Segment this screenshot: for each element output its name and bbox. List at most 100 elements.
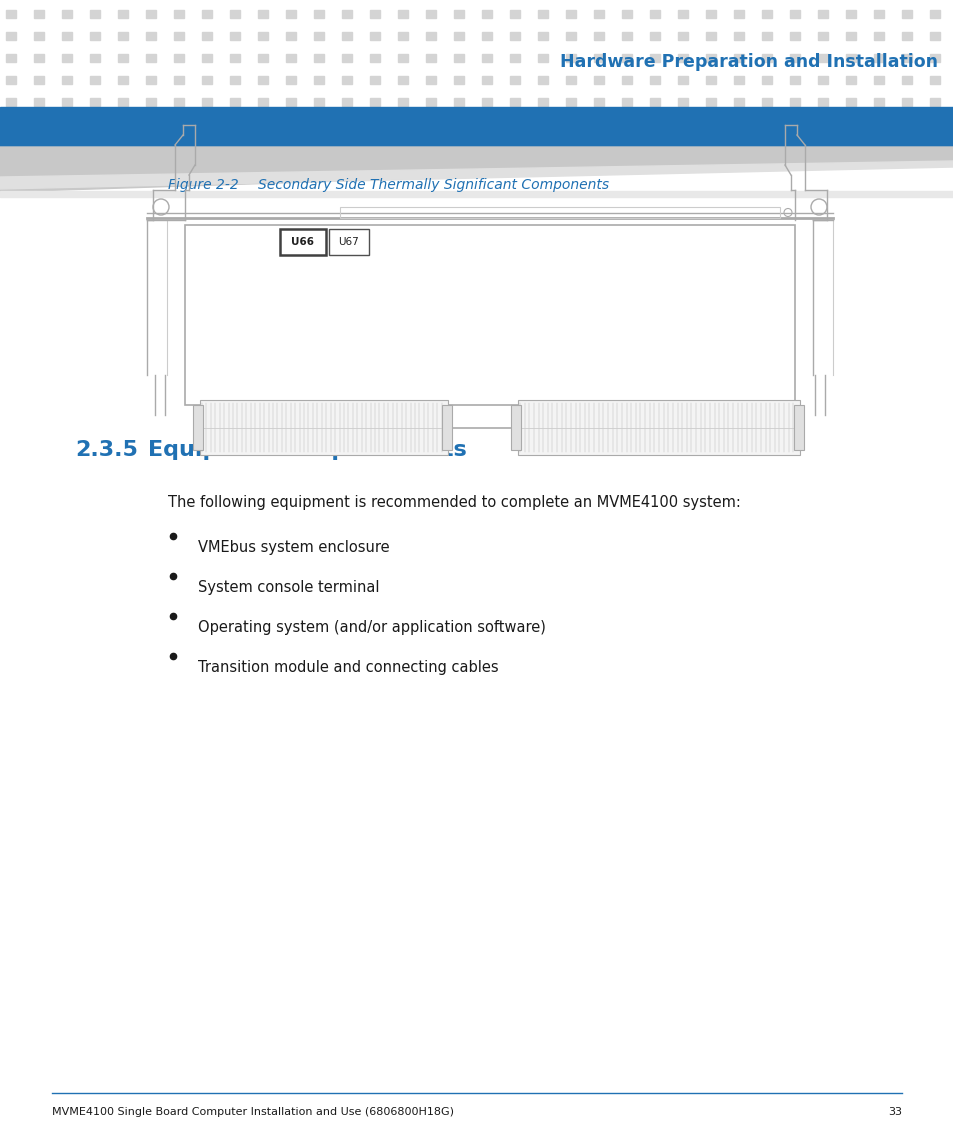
Bar xyxy=(314,120,324,128)
Bar xyxy=(845,54,855,62)
Bar xyxy=(649,54,659,62)
Bar xyxy=(185,226,794,405)
Bar xyxy=(173,32,184,40)
Bar xyxy=(257,76,268,84)
Bar xyxy=(873,98,883,106)
Bar xyxy=(146,98,156,106)
Bar xyxy=(481,120,492,128)
Bar xyxy=(370,10,379,18)
Bar xyxy=(649,32,659,40)
Bar xyxy=(202,54,212,62)
Bar xyxy=(649,120,659,128)
Bar xyxy=(929,10,939,18)
Bar xyxy=(873,120,883,128)
Bar xyxy=(678,10,687,18)
Bar xyxy=(594,32,603,40)
Bar xyxy=(621,32,631,40)
Bar xyxy=(370,54,379,62)
Bar xyxy=(845,32,855,40)
Bar xyxy=(6,32,16,40)
Bar xyxy=(286,98,295,106)
Bar xyxy=(341,32,352,40)
Bar xyxy=(873,32,883,40)
Bar xyxy=(621,10,631,18)
Bar xyxy=(817,54,827,62)
Bar xyxy=(34,54,44,62)
Bar xyxy=(286,10,295,18)
Text: 33: 33 xyxy=(887,1107,901,1118)
Bar xyxy=(481,10,492,18)
Bar xyxy=(118,76,128,84)
Bar xyxy=(817,32,827,40)
Bar xyxy=(761,10,771,18)
Bar xyxy=(341,98,352,106)
Bar xyxy=(565,76,576,84)
Bar xyxy=(62,54,71,62)
Bar xyxy=(173,54,184,62)
Bar xyxy=(441,405,452,450)
Polygon shape xyxy=(0,161,953,189)
Bar xyxy=(510,120,519,128)
Bar xyxy=(90,10,100,18)
Bar xyxy=(621,98,631,106)
Bar xyxy=(845,120,855,128)
Bar xyxy=(537,98,547,106)
Bar xyxy=(649,76,659,84)
Bar xyxy=(397,54,408,62)
Bar xyxy=(34,76,44,84)
Bar xyxy=(537,32,547,40)
Bar xyxy=(62,32,71,40)
Bar xyxy=(678,54,687,62)
Bar xyxy=(705,54,716,62)
Bar xyxy=(118,10,128,18)
Bar xyxy=(733,10,743,18)
Bar xyxy=(594,120,603,128)
Bar xyxy=(341,76,352,84)
Text: U66: U66 xyxy=(292,237,314,247)
Text: 2.3.5: 2.3.5 xyxy=(75,440,138,460)
Bar xyxy=(34,32,44,40)
Bar xyxy=(817,76,827,84)
Bar xyxy=(286,120,295,128)
Bar xyxy=(678,32,687,40)
Bar xyxy=(90,120,100,128)
Bar xyxy=(193,405,203,450)
Text: Hardware Preparation and Installation: Hardware Preparation and Installation xyxy=(559,53,937,71)
Bar xyxy=(481,54,492,62)
Bar xyxy=(873,10,883,18)
Bar xyxy=(761,32,771,40)
Bar xyxy=(426,32,436,40)
Bar xyxy=(789,32,800,40)
Bar xyxy=(901,120,911,128)
Polygon shape xyxy=(0,147,953,192)
Bar xyxy=(901,54,911,62)
Bar xyxy=(621,54,631,62)
Bar xyxy=(705,76,716,84)
Bar xyxy=(339,207,780,218)
Bar xyxy=(6,120,16,128)
Bar xyxy=(845,10,855,18)
Bar xyxy=(537,120,547,128)
Bar xyxy=(146,120,156,128)
Bar xyxy=(454,120,463,128)
Bar xyxy=(341,10,352,18)
Bar xyxy=(370,120,379,128)
Bar xyxy=(202,76,212,84)
Bar xyxy=(0,106,953,147)
Bar xyxy=(257,10,268,18)
Bar xyxy=(649,10,659,18)
Bar xyxy=(118,32,128,40)
Bar xyxy=(6,76,16,84)
Text: Operating system (and/or application software): Operating system (and/or application sof… xyxy=(198,619,545,635)
Bar xyxy=(481,98,492,106)
Bar xyxy=(761,120,771,128)
Bar xyxy=(90,98,100,106)
Bar xyxy=(817,98,827,106)
Bar xyxy=(90,32,100,40)
Bar xyxy=(705,10,716,18)
Bar xyxy=(705,32,716,40)
Bar xyxy=(341,54,352,62)
Bar xyxy=(565,10,576,18)
Bar xyxy=(705,98,716,106)
Bar xyxy=(397,98,408,106)
